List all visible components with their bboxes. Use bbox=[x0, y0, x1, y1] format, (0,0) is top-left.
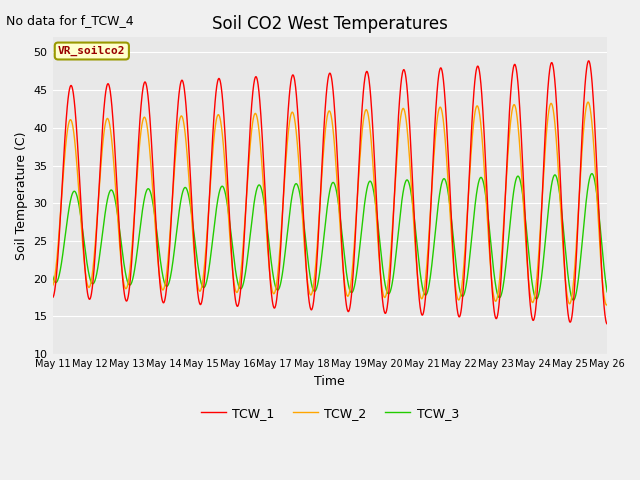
TCW_2 bbox=[303, 278, 311, 284]
TCW_2 bbox=[588, 114, 595, 120]
Y-axis label: Soil Temperature (C): Soil Temperature (C) bbox=[15, 132, 28, 260]
TCW_3 bbox=[49, 273, 56, 279]
TCW_1 bbox=[77, 199, 84, 205]
TCW_1 bbox=[49, 295, 56, 300]
TCW_3 bbox=[604, 289, 611, 295]
TCW_1 bbox=[604, 321, 611, 327]
TCW_3 bbox=[588, 171, 595, 177]
Line: TCW_1: TCW_1 bbox=[52, 61, 607, 324]
TCW_2 bbox=[584, 99, 592, 105]
TCW_2 bbox=[318, 167, 326, 172]
TCW_2 bbox=[49, 283, 56, 288]
TCW_2 bbox=[485, 246, 493, 252]
Title: Soil CO2 West Temperatures: Soil CO2 West Temperatures bbox=[212, 15, 448, 33]
TCW_2 bbox=[77, 217, 84, 223]
TCW_2 bbox=[604, 302, 611, 308]
TCW_1 bbox=[588, 71, 595, 77]
Line: TCW_3: TCW_3 bbox=[52, 174, 607, 300]
TCW_3 bbox=[588, 171, 596, 177]
TCW_1 bbox=[318, 157, 326, 163]
TCW_3 bbox=[570, 297, 577, 303]
X-axis label: Time: Time bbox=[314, 374, 345, 387]
Legend: TCW_1, TCW_2, TCW_3: TCW_1, TCW_2, TCW_3 bbox=[196, 402, 464, 424]
TCW_1 bbox=[485, 236, 493, 242]
TCW_1 bbox=[303, 283, 311, 288]
TCW_3 bbox=[303, 253, 311, 259]
Line: TCW_2: TCW_2 bbox=[52, 102, 607, 305]
TCW_1 bbox=[587, 69, 595, 74]
TCW_2 bbox=[587, 112, 595, 118]
Text: VR_soilco2: VR_soilco2 bbox=[58, 46, 125, 56]
Text: No data for f_TCW_4: No data for f_TCW_4 bbox=[6, 14, 134, 27]
TCW_2 bbox=[603, 302, 611, 308]
TCW_3 bbox=[77, 214, 84, 220]
TCW_3 bbox=[587, 171, 595, 177]
TCW_3 bbox=[318, 249, 326, 255]
TCW_1 bbox=[585, 58, 593, 64]
TCW_3 bbox=[485, 224, 493, 230]
